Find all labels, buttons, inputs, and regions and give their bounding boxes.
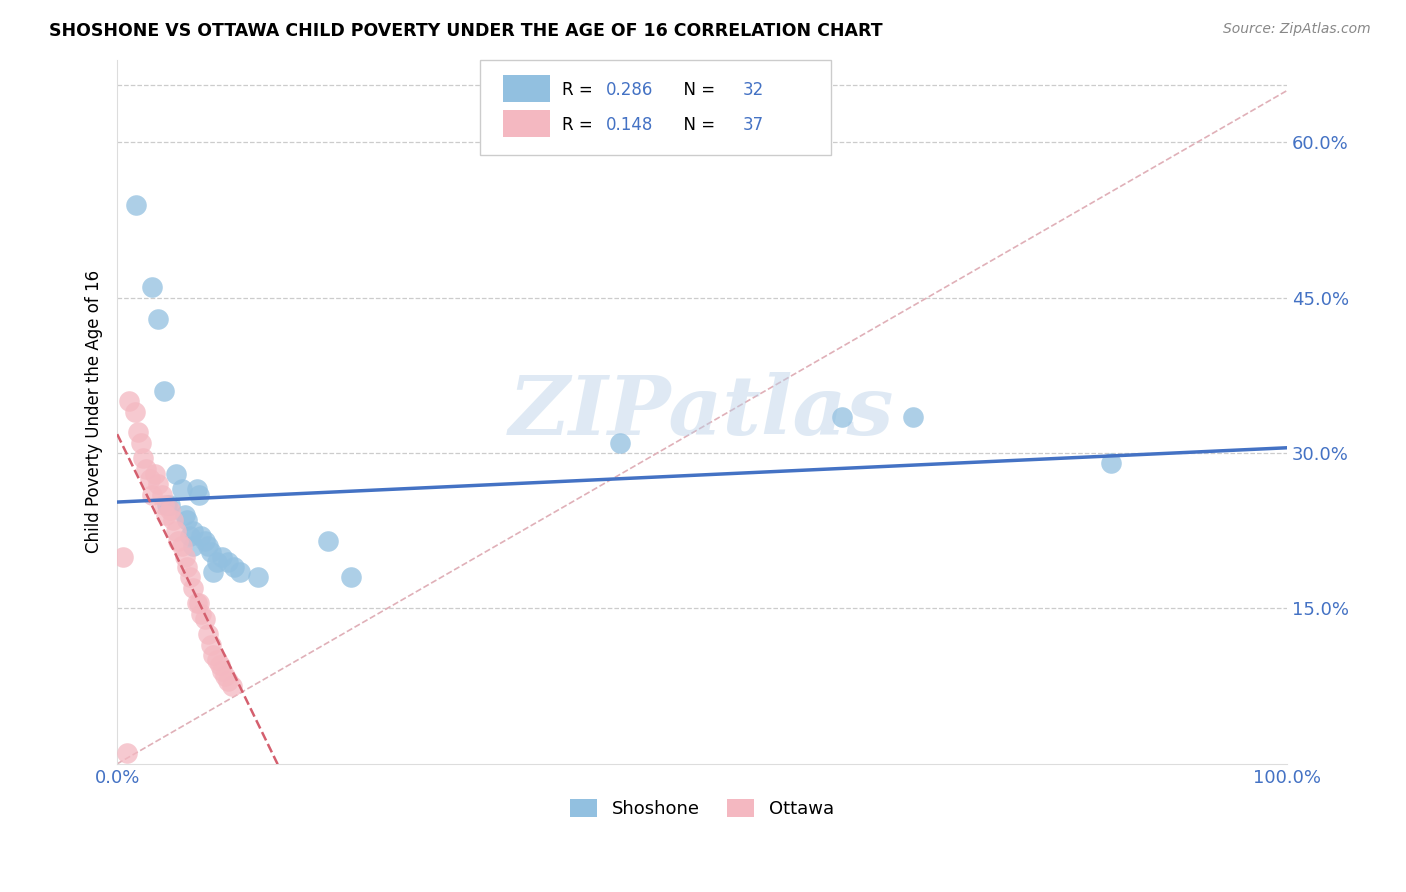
Point xyxy=(162,513,184,527)
Bar xyxy=(503,111,550,137)
Text: SHOSHONE VS OTTAWA CHILD POVERTY UNDER THE AGE OF 16 CORRELATION CHART: SHOSHONE VS OTTAWA CHILD POVERTY UNDER T… xyxy=(49,22,883,40)
Point xyxy=(209,658,232,673)
Text: R =: R = xyxy=(561,81,598,99)
Point xyxy=(165,524,187,538)
Point xyxy=(132,451,155,466)
Point xyxy=(153,384,176,398)
Point xyxy=(316,534,339,549)
Point xyxy=(146,477,169,491)
Point xyxy=(186,596,208,610)
Point xyxy=(179,529,201,543)
Point xyxy=(159,503,181,517)
Point xyxy=(194,534,217,549)
Point xyxy=(153,498,176,512)
Point xyxy=(150,487,173,501)
Point xyxy=(221,679,243,693)
Point xyxy=(124,405,146,419)
Point xyxy=(141,487,163,501)
Point xyxy=(165,467,187,481)
Point xyxy=(188,596,211,610)
Text: 32: 32 xyxy=(742,81,765,99)
Point xyxy=(609,435,631,450)
Point xyxy=(146,311,169,326)
Y-axis label: Child Poverty Under the Age of 16: Child Poverty Under the Age of 16 xyxy=(86,270,103,553)
Point xyxy=(115,747,138,761)
Point xyxy=(129,435,152,450)
Point xyxy=(340,570,363,584)
Point xyxy=(159,498,181,512)
Point xyxy=(197,627,219,641)
Point xyxy=(1099,457,1122,471)
Point xyxy=(118,394,141,409)
Text: R =: R = xyxy=(561,116,598,134)
Point xyxy=(170,483,193,497)
Point xyxy=(167,534,190,549)
Text: 37: 37 xyxy=(742,116,763,134)
Point xyxy=(197,539,219,553)
Point xyxy=(156,498,179,512)
Bar xyxy=(503,75,550,102)
Point xyxy=(127,425,149,440)
FancyBboxPatch shape xyxy=(479,60,831,154)
Point xyxy=(205,555,228,569)
Text: Source: ZipAtlas.com: Source: ZipAtlas.com xyxy=(1223,22,1371,37)
Point xyxy=(202,648,225,662)
Point xyxy=(176,560,198,574)
Point xyxy=(174,549,197,564)
Point xyxy=(188,487,211,501)
Point xyxy=(224,560,246,574)
Point xyxy=(194,612,217,626)
Point xyxy=(181,524,204,538)
Point xyxy=(190,529,212,543)
Point xyxy=(174,508,197,523)
Point xyxy=(186,483,208,497)
Point xyxy=(125,197,148,211)
Text: 0.286: 0.286 xyxy=(606,81,654,99)
Point xyxy=(190,607,212,621)
Point xyxy=(143,467,166,481)
Point xyxy=(901,409,924,424)
Point xyxy=(211,549,233,564)
Point xyxy=(229,566,252,580)
Point xyxy=(179,570,201,584)
Point xyxy=(246,570,269,584)
Text: N =: N = xyxy=(672,116,720,134)
Point xyxy=(135,461,157,475)
Point xyxy=(181,539,204,553)
Point xyxy=(139,472,162,486)
Text: ZIPatlas: ZIPatlas xyxy=(509,372,894,451)
Point xyxy=(217,673,239,688)
Point xyxy=(831,409,853,424)
Text: N =: N = xyxy=(672,81,720,99)
Point xyxy=(214,669,236,683)
Point xyxy=(211,664,233,678)
Legend: Shoshone, Ottawa: Shoshone, Ottawa xyxy=(564,791,841,825)
Point xyxy=(155,508,177,523)
Point xyxy=(205,653,228,667)
Text: 0.148: 0.148 xyxy=(606,116,654,134)
Point xyxy=(200,544,222,558)
Point xyxy=(141,280,163,294)
Point xyxy=(112,549,135,564)
Point xyxy=(202,566,225,580)
Point xyxy=(200,638,222,652)
Point xyxy=(170,539,193,553)
Point xyxy=(176,513,198,527)
Point xyxy=(217,555,239,569)
Point xyxy=(181,581,204,595)
